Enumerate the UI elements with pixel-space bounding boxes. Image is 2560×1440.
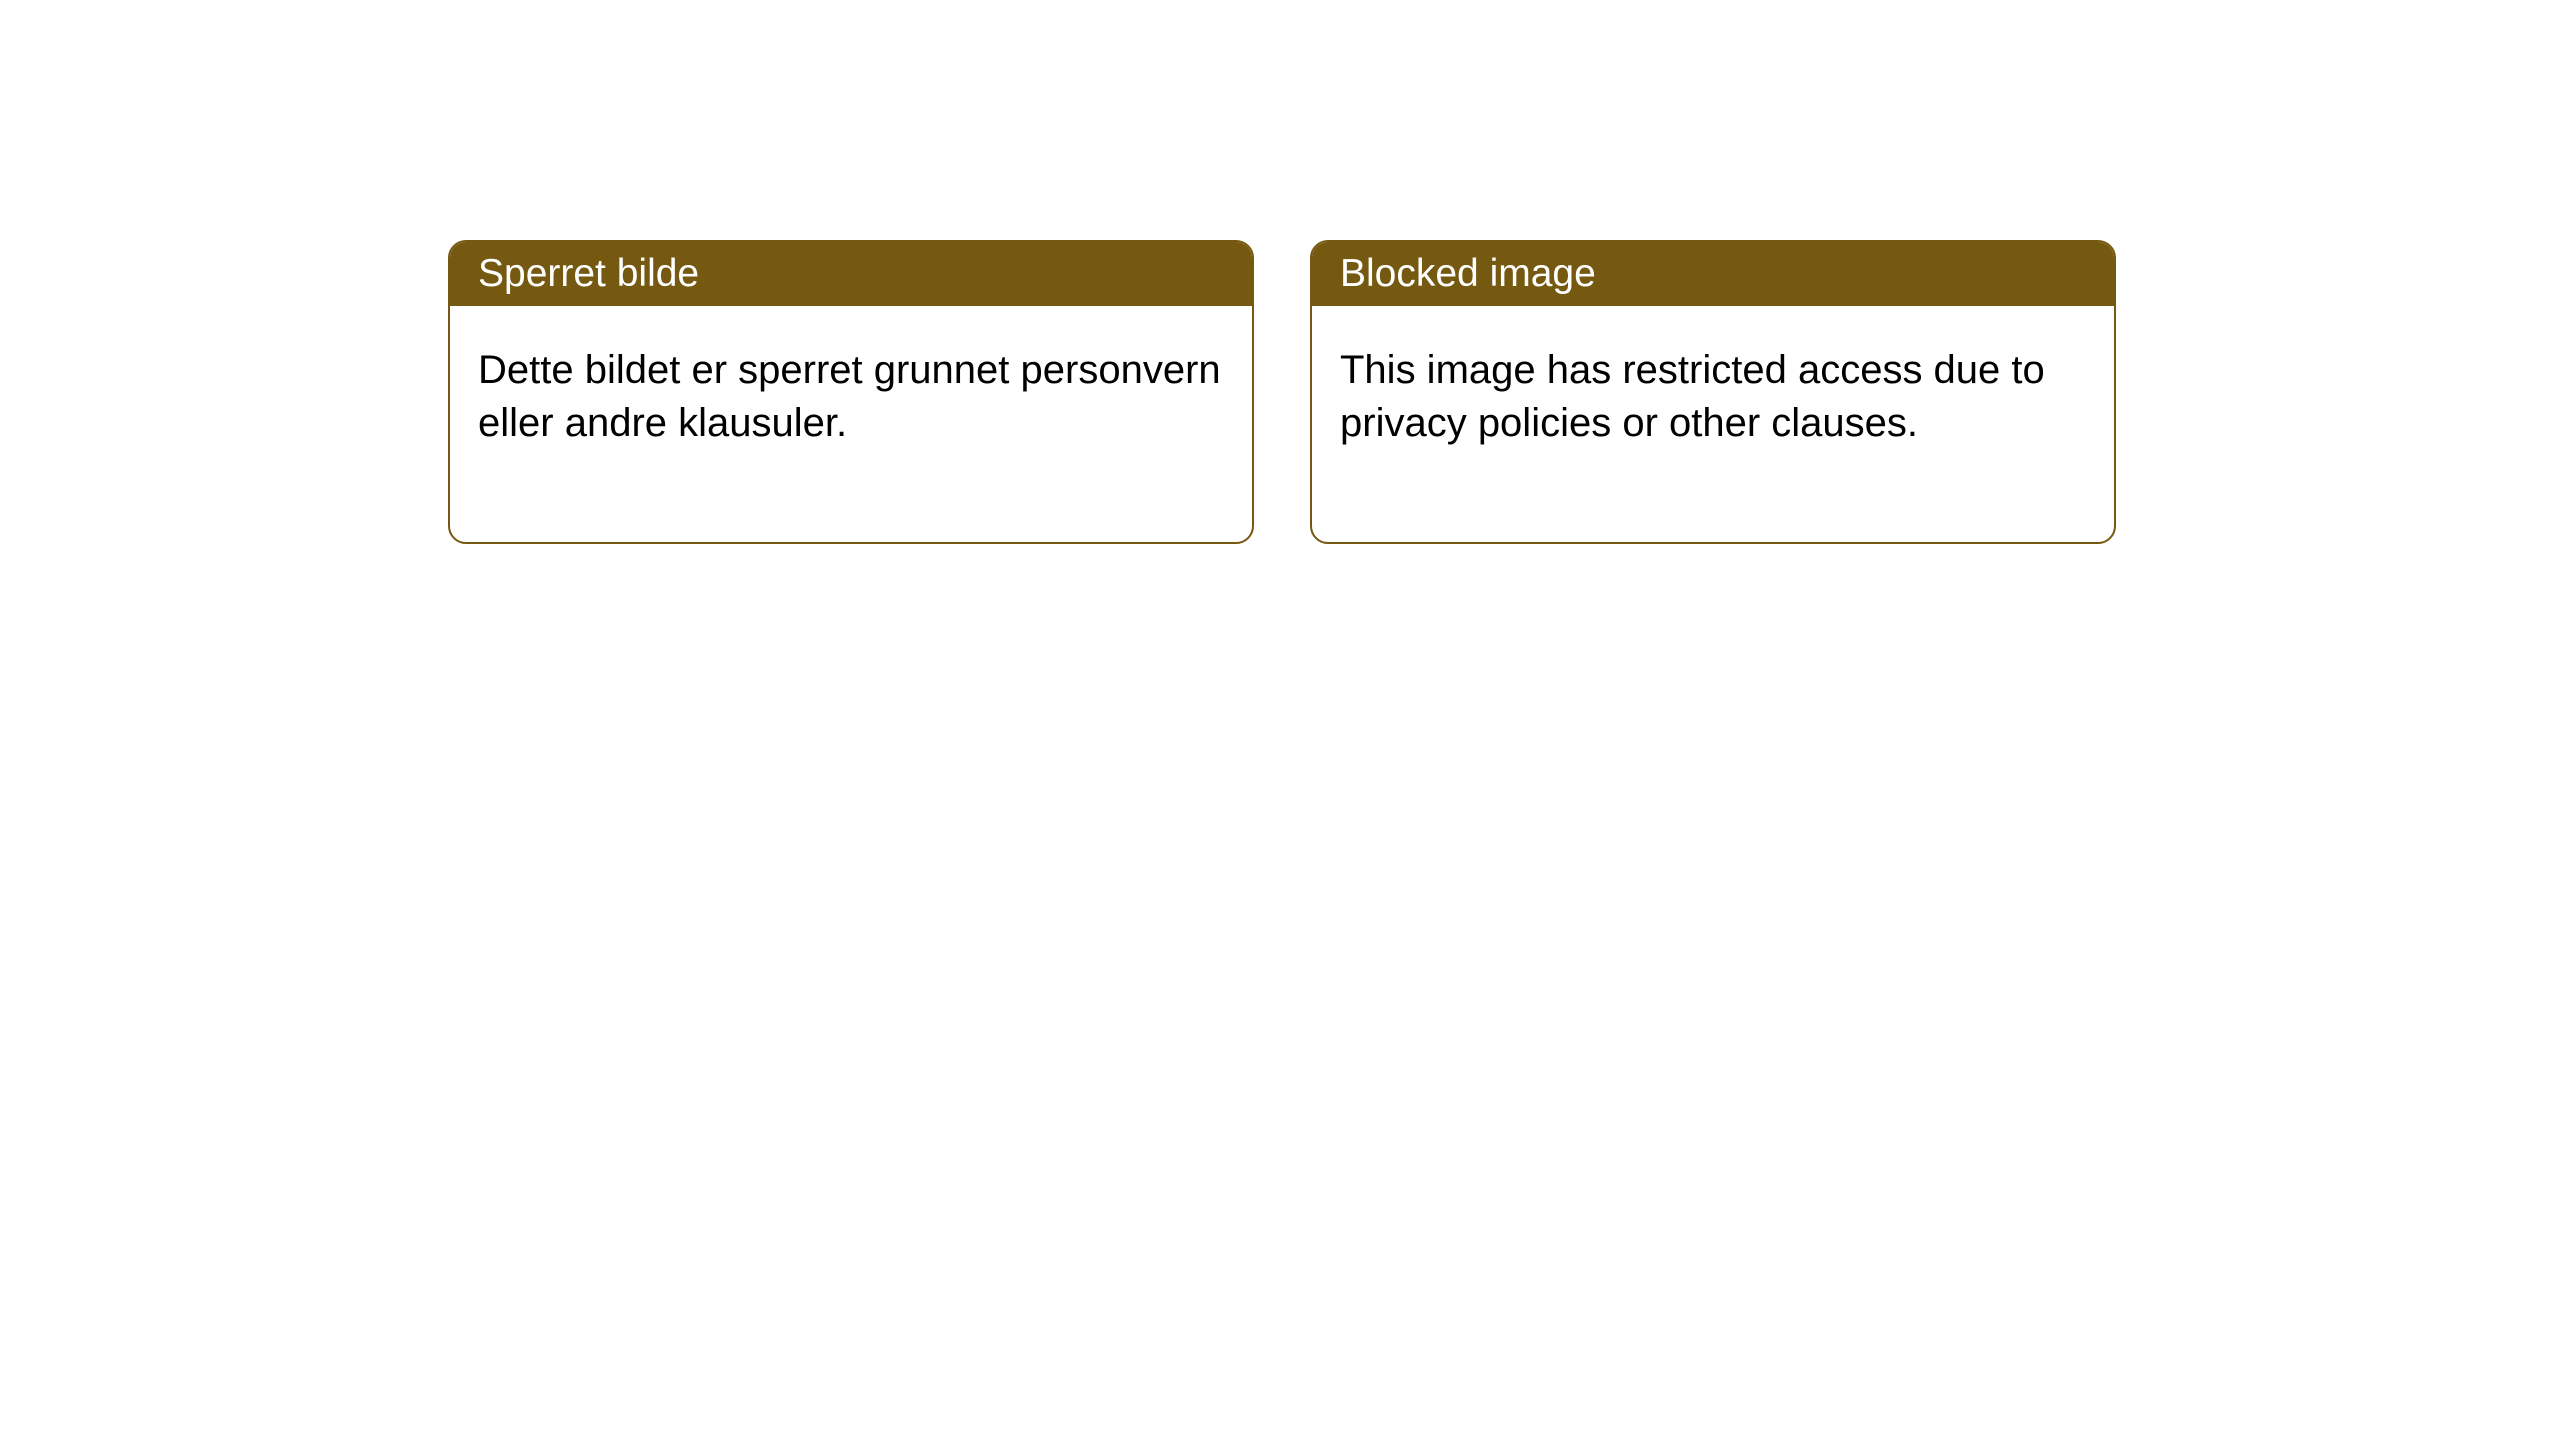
notice-title-norwegian: Sperret bilde — [450, 242, 1252, 306]
notice-title-english: Blocked image — [1312, 242, 2114, 306]
notice-card-english: Blocked image This image has restricted … — [1310, 240, 2116, 544]
notice-body-english: This image has restricted access due to … — [1312, 306, 2114, 542]
notice-card-norwegian: Sperret bilde Dette bildet er sperret gr… — [448, 240, 1254, 544]
notice-body-norwegian: Dette bildet er sperret grunnet personve… — [450, 306, 1252, 542]
notice-container: Sperret bilde Dette bildet er sperret gr… — [0, 0, 2560, 544]
